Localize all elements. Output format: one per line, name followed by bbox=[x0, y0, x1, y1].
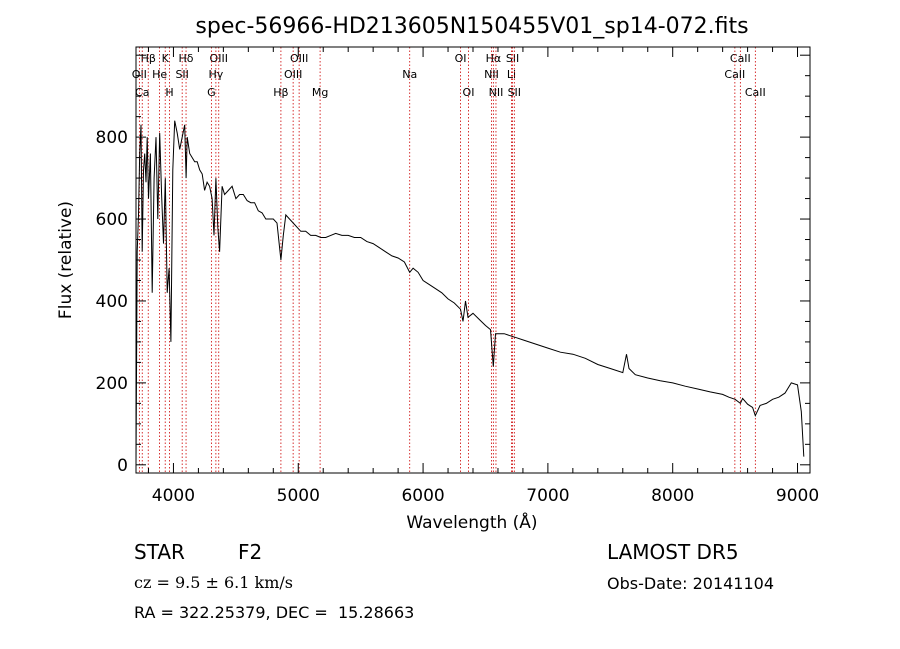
line-marker-label: OIII bbox=[290, 52, 308, 65]
x-tick-label: 8000 bbox=[651, 486, 694, 506]
observation-date: Obs-Date: 20141104 bbox=[607, 574, 775, 593]
object-class: STAR bbox=[134, 540, 185, 564]
line-marker-label: OII bbox=[132, 68, 147, 81]
y-tick-label: 600 bbox=[96, 210, 128, 230]
line-marker-label: OI bbox=[463, 86, 475, 99]
line-marker-label: CaII bbox=[745, 86, 766, 99]
line-marker-label: OIII bbox=[284, 68, 302, 81]
series-layer bbox=[135, 120, 805, 465]
plot-frame bbox=[135, 46, 811, 474]
axis-ticks: 4000 5000 6000 7000 8000 9000 0 200 400 600 800 bbox=[96, 47, 819, 506]
line-marker-label: He bbox=[152, 68, 167, 81]
line-marker-label: SII bbox=[506, 52, 519, 65]
line-marker-label: Mg bbox=[312, 86, 328, 99]
line-marker-label: SII bbox=[508, 86, 521, 99]
line-marker-label: Hδ bbox=[179, 52, 194, 65]
x-axis-label: Wavelength (Å) bbox=[406, 511, 537, 533]
line-marker-label: Hα bbox=[486, 52, 502, 65]
survey-name: LAMOST DR5 bbox=[607, 540, 739, 564]
chart-title: spec-56966-HD213605N150455V01_sp14-072.f… bbox=[195, 14, 748, 39]
line-marker-label: Na bbox=[402, 68, 417, 81]
x-tick-label: 7000 bbox=[526, 486, 569, 506]
y-tick-label: 800 bbox=[96, 128, 128, 148]
redshift-velocity: cz = 9.5 ± 6.1 km/s bbox=[134, 573, 293, 592]
spectrum-line bbox=[135, 120, 805, 465]
y-axis-label: Flux (relative) bbox=[56, 201, 76, 319]
line-marker-label: NII bbox=[489, 86, 504, 99]
line-marker-label: CaII bbox=[730, 52, 751, 65]
emission-line-markers: Hβ K Hδ OIII OIII OI Hα SII CaII OII He SII Hγ OIII Na… bbox=[132, 47, 766, 473]
coordinates: RA = 322.25379, DEC = 15.28663 bbox=[134, 603, 415, 622]
line-marker-label: Hβ bbox=[141, 52, 156, 65]
line-marker-label: OIII bbox=[210, 52, 228, 65]
x-tick-label: 6000 bbox=[401, 486, 444, 506]
object-subclass: F2 bbox=[238, 540, 263, 564]
x-tick-label: 5000 bbox=[277, 486, 320, 506]
y-tick-label: 200 bbox=[96, 374, 128, 394]
line-marker-label: Li bbox=[507, 68, 516, 81]
line-marker-label: Hγ bbox=[208, 68, 223, 81]
line-marker-label: Ca bbox=[135, 86, 149, 99]
line-marker-label: G bbox=[207, 86, 216, 99]
line-marker-label: OI bbox=[455, 52, 467, 65]
line-marker-label: H bbox=[165, 86, 173, 99]
y-tick-label: 400 bbox=[96, 292, 128, 312]
line-marker-label: SII bbox=[175, 68, 188, 81]
line-marker-label: K bbox=[162, 52, 170, 65]
line-marker-label: Hβ bbox=[273, 86, 288, 99]
line-marker-label: NII bbox=[484, 68, 499, 81]
line-marker-label: CaII bbox=[724, 68, 745, 81]
x-tick-label: 9000 bbox=[776, 486, 819, 506]
y-tick-label: 0 bbox=[117, 456, 128, 476]
x-tick-label: 4000 bbox=[152, 486, 195, 506]
